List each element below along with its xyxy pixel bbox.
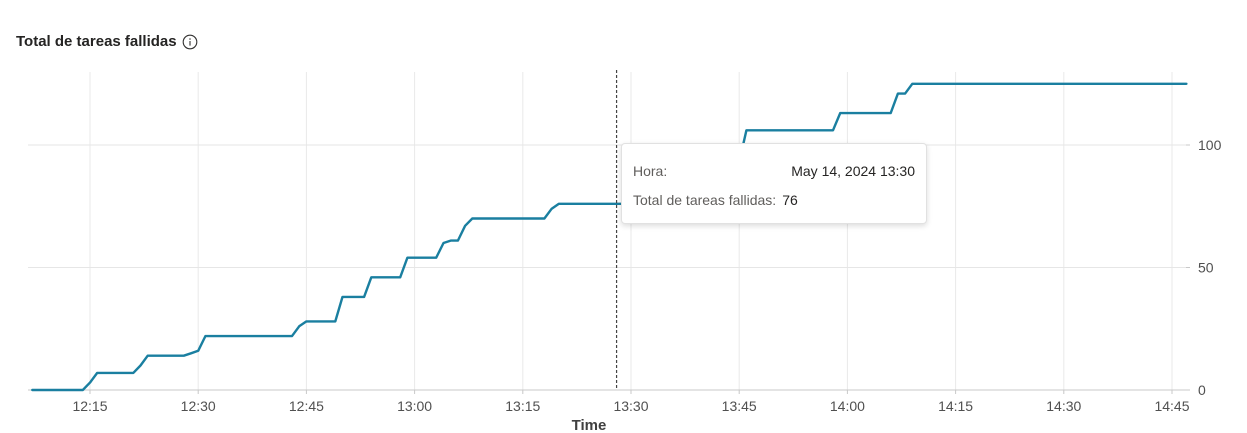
tooltip-count-label: Total de tareas fallidas:: [633, 192, 777, 208]
x-tick-label: 14:15: [938, 398, 973, 414]
x-tick-label: 12:30: [181, 398, 216, 414]
series-line: [31, 82, 1188, 392]
x-tick-label: 14:30: [1046, 398, 1081, 414]
x-tick-label: 13:15: [505, 398, 540, 414]
y-tick-label: 50: [1198, 260, 1214, 276]
tooltip-time-value: May 14, 2024 13:30: [791, 163, 915, 179]
chart-tooltip: Hora: May 14, 2024 13:30 Total de tareas…: [621, 143, 927, 224]
tooltip-count-value: 76: [782, 192, 798, 208]
tooltip-time-label: Hora:: [633, 163, 668, 179]
x-axis-title: Time: [572, 417, 607, 433]
x-tick-label: 12:15: [72, 398, 107, 414]
tooltip-count-row: Total de tareas fallidas: 76: [633, 192, 915, 208]
info-circle-icon[interactable]: [182, 34, 198, 50]
x-tick-label: 13:30: [613, 398, 648, 414]
chart-title-row: Total de tareas fallidas: [16, 33, 198, 50]
tooltip-time-row: Hora: May 14, 2024 13:30: [633, 163, 915, 179]
x-tick-label: 12:45: [289, 398, 324, 414]
x-tick-label: 14:45: [1154, 398, 1189, 414]
x-tick-label: 14:00: [830, 398, 865, 414]
x-tick-label: 13:00: [397, 398, 432, 414]
y-tick-label: 100: [1198, 137, 1222, 153]
x-tick-label: 13:45: [722, 398, 757, 414]
chart-title: Total de tareas fallidas: [16, 33, 177, 50]
y-tick-label: 0: [1198, 382, 1206, 398]
